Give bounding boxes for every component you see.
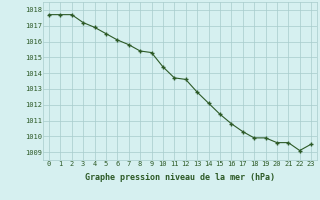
X-axis label: Graphe pression niveau de la mer (hPa): Graphe pression niveau de la mer (hPa)	[85, 173, 275, 182]
